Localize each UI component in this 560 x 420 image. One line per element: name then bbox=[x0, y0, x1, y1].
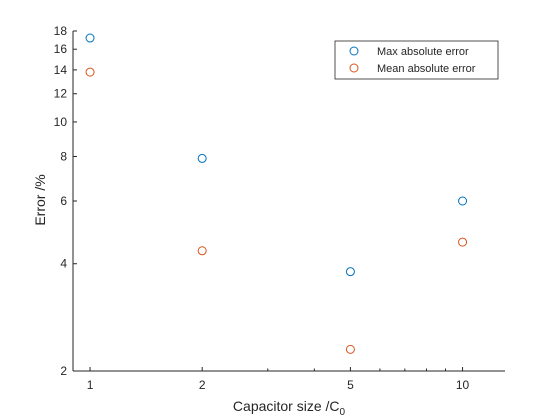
legend: Max absolute error Mean absolute error bbox=[335, 41, 498, 79]
x-tick-label: 1 bbox=[87, 378, 94, 392]
x-axis-label-text: Capacitor size /C bbox=[233, 398, 340, 414]
y-tick-label: 16 bbox=[54, 42, 68, 56]
x-tick-label: 10 bbox=[456, 378, 470, 392]
y-tick-label: 18 bbox=[54, 24, 68, 38]
data-point-series-2 bbox=[198, 247, 206, 255]
data-point-series-1 bbox=[459, 197, 467, 205]
y-tick-label: 10 bbox=[54, 115, 68, 129]
y-tick-label: 2 bbox=[60, 364, 67, 378]
data-point-series-2 bbox=[346, 345, 354, 353]
y-tick-label: 12 bbox=[54, 87, 68, 101]
y-tick-label: 14 bbox=[54, 63, 68, 77]
x-tick-label: 5 bbox=[347, 378, 354, 392]
x-tick-label: 2 bbox=[199, 378, 206, 392]
y-tick-label: 4 bbox=[60, 257, 67, 271]
y-tick-label: 6 bbox=[60, 194, 67, 208]
x-axis-label-subscript: 0 bbox=[340, 407, 346, 418]
axis-labels: Capacitor size /C0 Error /% bbox=[32, 174, 346, 418]
y-axis-label: Error /% bbox=[32, 174, 48, 225]
legend-entry-label: Mean absolute error bbox=[377, 63, 476, 75]
y-tick-label: 8 bbox=[60, 149, 67, 163]
data-point-series-1 bbox=[346, 268, 354, 276]
plot-marks bbox=[86, 34, 467, 353]
legend-entry-label: Max absolute error bbox=[377, 46, 469, 58]
x-axis-label: Capacitor size /C0 bbox=[233, 398, 346, 418]
data-point-series-1 bbox=[198, 154, 206, 162]
data-point-series-1 bbox=[86, 34, 94, 42]
data-point-series-2 bbox=[86, 68, 94, 76]
data-point-series-2 bbox=[459, 238, 467, 246]
